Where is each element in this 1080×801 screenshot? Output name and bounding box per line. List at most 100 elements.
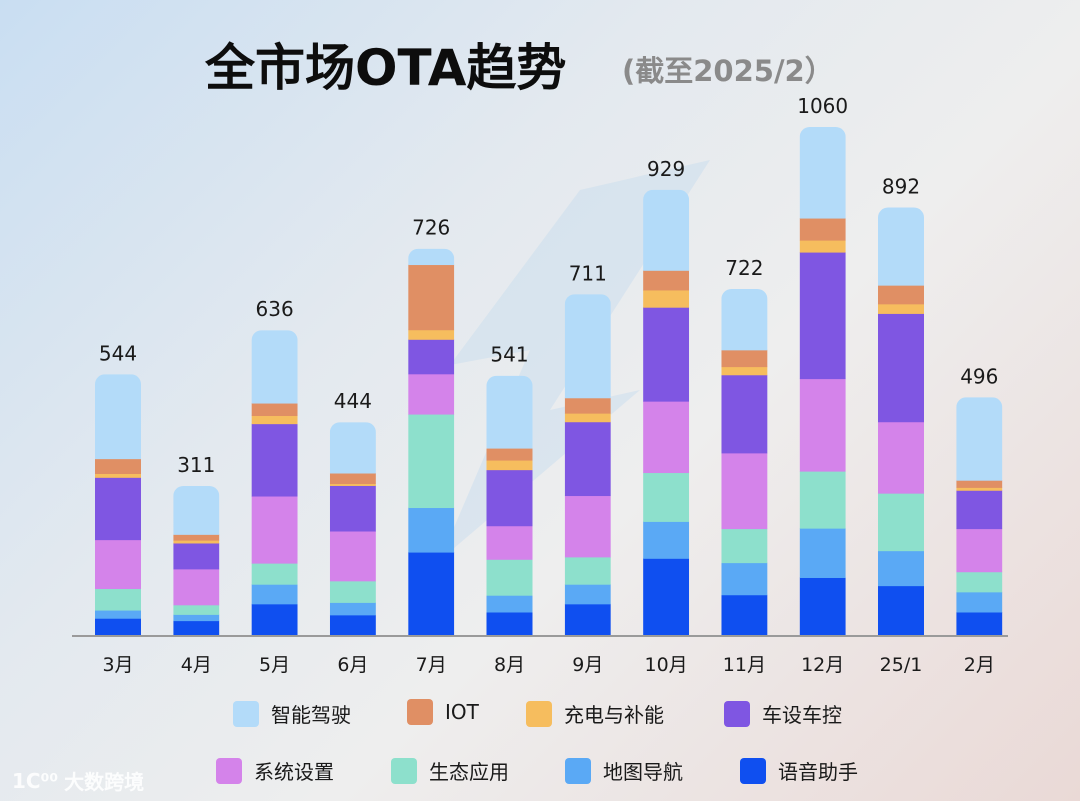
- bar-segment-5-s3: [251, 496, 298, 564]
- chart-title: 全市场OTA趋势: [205, 39, 567, 97]
- bar-segment-10-s2: [643, 472, 690, 522]
- x-tick-label: 11月: [723, 654, 766, 676]
- bar-total-label: 711: [569, 261, 607, 285]
- bar-segment-6-s7: [329, 422, 376, 474]
- bar-segment-12-s0: [799, 577, 846, 636]
- bar-segment-12-s4: [799, 252, 846, 380]
- bar-segment-6-s3: [329, 531, 376, 582]
- legend-swatch: [216, 757, 242, 784]
- bar-segment-6-s6: [329, 473, 376, 485]
- brand-name: 大数跨境: [64, 770, 145, 794]
- x-tick-label: 3月: [102, 654, 133, 676]
- bar-stack-6: [329, 422, 376, 636]
- legend-item: 充电与补能: [526, 699, 664, 728]
- bar-segment-5-s0: [251, 603, 298, 636]
- bar-segment-8-s7: [486, 375, 533, 449]
- bar-stack-11: [721, 288, 768, 636]
- bar-segment-11-s0: [721, 594, 768, 636]
- bar-segment-3-s3: [95, 539, 141, 590]
- bar-total-label: 311: [177, 453, 215, 477]
- bar-segment-9-s0: [564, 603, 611, 636]
- bar-stack-5: [251, 330, 298, 636]
- legend-item: 智能驾驶: [233, 699, 351, 728]
- bar-segment-4-s1: [173, 614, 220, 622]
- bar-segment-4-s4: [173, 542, 220, 570]
- bar-total-label: 496: [960, 364, 998, 388]
- legend-item: 地图导航: [565, 756, 683, 785]
- bar-segment-4-s3: [173, 568, 220, 606]
- bar-segment-3-s5: [95, 473, 141, 478]
- bar-segment-11-s1: [721, 562, 768, 596]
- bar-segment-25-1-s0: [878, 585, 924, 636]
- bar-total-label: 1060: [797, 94, 848, 118]
- bar-segment-2-s1: [956, 591, 1003, 613]
- legend-swatch: [391, 757, 417, 784]
- bar-segment-4-s7: [173, 485, 220, 535]
- bar-segment-7-s2: [408, 414, 455, 509]
- bar-segment-3-s0: [95, 618, 141, 636]
- bar-segment-10-s4: [643, 307, 690, 402]
- bar-segment-11-s2: [721, 528, 768, 564]
- legend-label: 生态应用: [429, 760, 509, 784]
- bar-segment-3-s7: [95, 374, 141, 460]
- bar-stack-10: [643, 189, 690, 636]
- bar-segment-6-s1: [329, 602, 376, 616]
- bar-segment-5-s1: [251, 584, 298, 605]
- bar-segment-4-s0: [173, 620, 220, 636]
- bar-segment-7-s0: [408, 552, 455, 636]
- bar-segment-7-s3: [408, 373, 455, 415]
- bar-segment-6-s0: [329, 614, 376, 636]
- bar-stack-9: [564, 294, 611, 636]
- legend-swatch: [724, 700, 750, 727]
- bar-segment-12-s5: [799, 240, 846, 253]
- bar-segment-6-s2: [329, 580, 376, 603]
- bar-segment-11-s6: [721, 349, 768, 368]
- legend-label: 智能驾驶: [271, 703, 351, 727]
- bar-segment-5-s7: [251, 330, 298, 404]
- bar-segment-10-s5: [643, 289, 690, 308]
- bar-total-label: 929: [647, 157, 685, 181]
- bar-segment-4-s2: [173, 604, 220, 615]
- bar-segment-6-s5: [329, 483, 376, 486]
- bar-total-label: 722: [725, 256, 763, 280]
- bar-segment-5-s5: [251, 415, 298, 425]
- bar-stack-4: [173, 485, 220, 636]
- x-tick-label: 12月: [801, 654, 844, 676]
- legend-label: 系统设置: [254, 760, 334, 784]
- legend-swatch: [233, 700, 259, 727]
- bar-segment-5-s2: [251, 563, 298, 585]
- bar-segment-25-1-s6: [878, 285, 924, 305]
- bar-segment-7-s7: [408, 248, 455, 266]
- x-tick-label: 9月: [572, 654, 603, 676]
- bar-segment-9-s1: [564, 584, 611, 605]
- legend-item: 语音助手: [740, 756, 858, 785]
- bar-segment-25-1-s1: [878, 550, 924, 587]
- bar-segment-8-s2: [486, 559, 533, 596]
- legend-label: 车设车控: [762, 703, 842, 727]
- bar-segment-9-s3: [564, 495, 611, 558]
- bar-segment-2-s4: [956, 490, 1003, 530]
- legend-swatch: [565, 757, 591, 784]
- x-tick-label: 6月: [337, 654, 368, 676]
- legend-swatch: [407, 699, 433, 725]
- legend-label: IOT: [445, 700, 479, 724]
- bar-total-label: 892: [882, 175, 920, 199]
- x-tick-label: 8月: [494, 654, 525, 676]
- bar-segment-7-s1: [408, 507, 455, 553]
- bar-segment-3-s4: [95, 477, 141, 541]
- bar-segment-11-s4: [721, 374, 768, 454]
- bar-total-label: 544: [99, 341, 137, 365]
- bar-segment-11-s3: [721, 452, 768, 530]
- bar-segment-9-s7: [564, 294, 611, 399]
- bar-segment-4-s6: [173, 534, 220, 541]
- bar-segment-12-s1: [799, 528, 846, 578]
- x-tick-label: 2月: [964, 654, 995, 676]
- bar-total-label: 636: [256, 297, 294, 321]
- bar-segment-2-s5: [956, 487, 1003, 491]
- bar-segment-8-s4: [486, 469, 533, 527]
- bar-segment-8-s1: [486, 595, 533, 613]
- legend-label: 充电与补能: [564, 703, 664, 727]
- bar-segment-10-s7: [643, 189, 690, 271]
